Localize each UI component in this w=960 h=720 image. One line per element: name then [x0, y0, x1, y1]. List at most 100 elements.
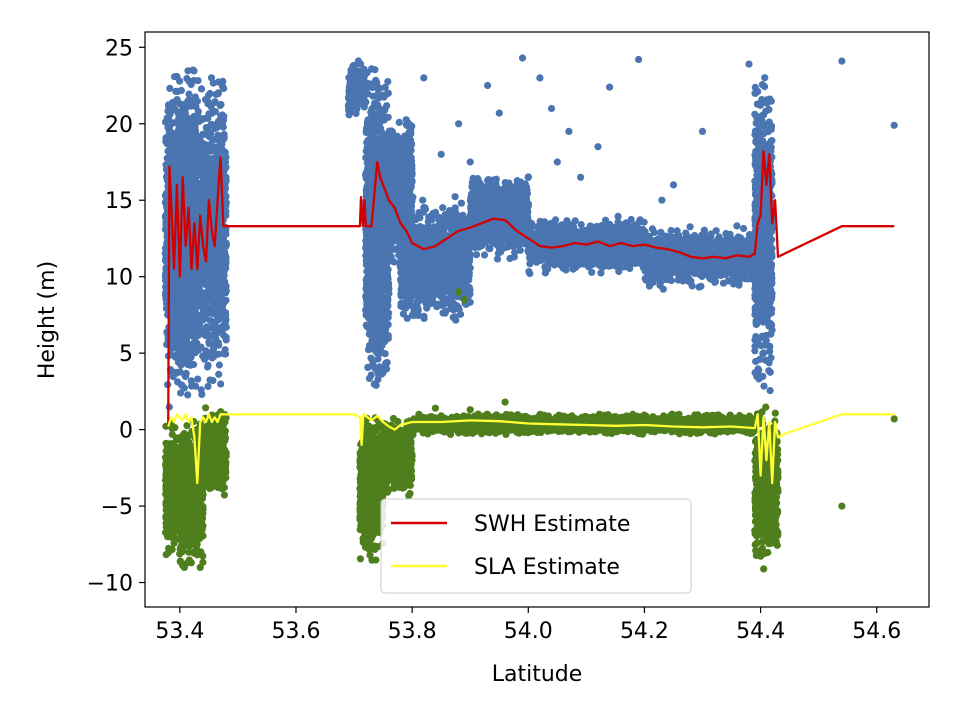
data-point [209, 376, 217, 385]
data-point [381, 325, 389, 334]
data-point [177, 361, 185, 369]
data-point [197, 116, 205, 124]
data-point [368, 105, 376, 113]
data-point [188, 193, 196, 201]
data-point [363, 154, 371, 162]
data-point [217, 296, 225, 304]
data-point [207, 185, 215, 193]
data-point [369, 359, 377, 367]
data-point [204, 97, 212, 105]
data-point [210, 344, 218, 352]
data-point [188, 132, 197, 140]
data-point [380, 284, 388, 292]
data-point [187, 377, 195, 385]
data-point [216, 272, 224, 280]
data-point [378, 268, 386, 276]
data-point [187, 80, 195, 89]
data-point [365, 341, 373, 350]
data-point [183, 360, 191, 368]
data-point [174, 368, 182, 376]
data-point [200, 148, 208, 156]
data-point [196, 192, 204, 200]
data-point [379, 151, 387, 160]
data-point [173, 160, 181, 168]
data-point [364, 90, 372, 98]
data-point [177, 147, 185, 155]
data-point [362, 98, 370, 106]
data-point [373, 321, 381, 330]
data-point [363, 308, 371, 316]
data-point [383, 359, 391, 367]
data-point [364, 301, 372, 309]
data-point [195, 272, 203, 280]
data-point [189, 302, 197, 310]
data-point [187, 341, 195, 349]
data-point [211, 290, 220, 298]
data-point [345, 91, 353, 99]
data-point [205, 279, 213, 287]
data-point [175, 124, 183, 132]
data-point [184, 114, 192, 122]
data-point [196, 318, 204, 327]
data-point [368, 276, 376, 285]
data-point [345, 83, 353, 91]
data-point [213, 149, 221, 157]
data-point [200, 327, 209, 335]
data-point [174, 139, 182, 147]
data-point [351, 62, 359, 70]
data-point [355, 98, 363, 106]
data-point [185, 90, 193, 98]
data-point [367, 245, 375, 253]
data-point [365, 179, 373, 187]
data-point [196, 163, 204, 171]
data-point [198, 390, 206, 398]
data-point [213, 256, 221, 264]
data-point [207, 248, 215, 256]
data-point [202, 174, 210, 182]
data-point [365, 286, 373, 294]
data-point [183, 74, 191, 83]
data-point [217, 100, 225, 109]
data-point [214, 122, 222, 130]
data-point [375, 350, 383, 358]
data-point [178, 168, 186, 176]
data-point [374, 223, 382, 232]
data-point [362, 237, 370, 245]
data-point [169, 373, 177, 381]
data-point [222, 259, 230, 267]
data-point [181, 337, 189, 345]
data-point [373, 234, 381, 242]
data-point [219, 135, 227, 143]
data-point [183, 284, 191, 292]
data-point [213, 136, 221, 144]
data-point [184, 162, 192, 170]
data-point [202, 309, 210, 317]
data-point [177, 312, 185, 320]
data-point [365, 142, 373, 150]
data-point [376, 292, 384, 301]
data-point [376, 367, 384, 375]
data-point [371, 256, 379, 264]
data-point [200, 289, 208, 297]
data-point [162, 137, 170, 146]
data-point [197, 85, 206, 93]
data-point [367, 371, 375, 379]
data-point [205, 132, 213, 140]
data-point [368, 65, 376, 73]
data-point [185, 97, 193, 105]
data-point [195, 312, 203, 320]
data-point [219, 238, 227, 246]
data-point [215, 361, 223, 369]
data-point [175, 298, 184, 306]
data-point [372, 77, 380, 85]
data-point [173, 324, 181, 332]
data-point [185, 171, 193, 179]
data-point [177, 389, 185, 397]
data-point [174, 378, 182, 386]
data-point [384, 295, 392, 303]
data-point [193, 97, 201, 105]
data-point [369, 119, 377, 127]
data-point [370, 132, 378, 141]
data-point [194, 107, 202, 116]
data-point [182, 324, 190, 332]
